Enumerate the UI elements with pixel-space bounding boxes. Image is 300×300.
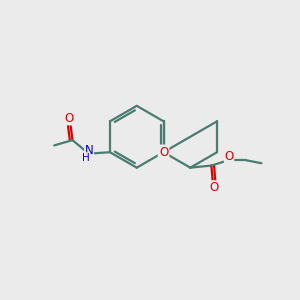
Text: O: O (64, 112, 73, 125)
Text: O: O (159, 146, 168, 159)
Text: N: N (85, 144, 93, 157)
Text: H: H (82, 152, 90, 163)
Text: O: O (224, 150, 234, 163)
Text: O: O (209, 181, 219, 194)
